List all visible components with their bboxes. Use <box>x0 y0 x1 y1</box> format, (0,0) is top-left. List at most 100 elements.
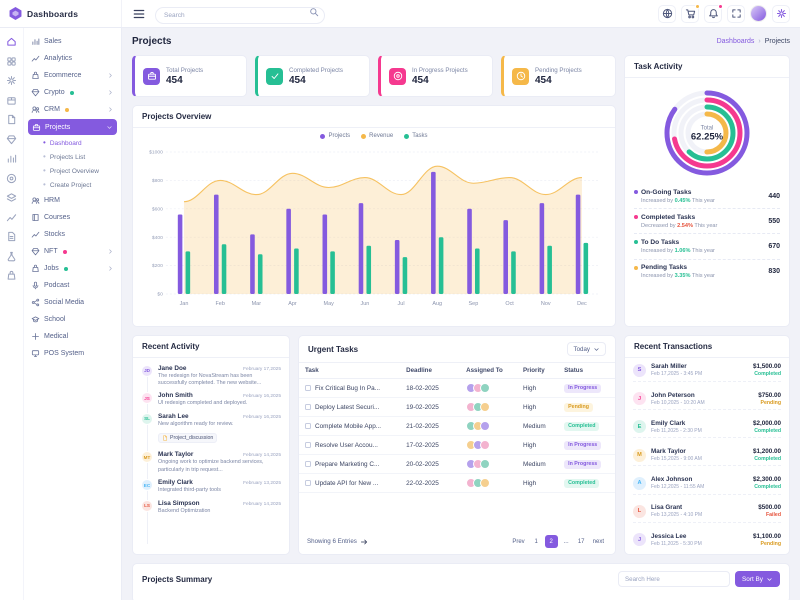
task-checkbox[interactable] <box>305 385 311 391</box>
task-checkbox[interactable] <box>305 404 311 410</box>
sidebar-item-medical[interactable]: Medical <box>24 328 121 345</box>
rail-home-icon[interactable] <box>6 36 17 47</box>
rail-doc-icon[interactable] <box>6 231 17 242</box>
summary-search-input[interactable] <box>618 571 731 587</box>
sidebar-item-analytics[interactable]: Analytics <box>24 50 121 67</box>
activity-item-mark-taylor[interactable]: MT Mark Taylor February 14,2025 Ongoing wor… <box>141 449 281 477</box>
sidebar-item-stocks[interactable]: Stocks <box>24 226 121 243</box>
showing-entries[interactable]: Showing 6 Entries <box>307 538 368 546</box>
sidebar-subitem-dashboard[interactable]: • Dashboard <box>24 136 121 150</box>
sidebar-item-sales[interactable]: Sales <box>24 33 121 50</box>
task-checkbox[interactable] <box>305 461 311 467</box>
activity-item-sarah-lee[interactable]: SL Sarah Lee February 16,2025 New algorithm… <box>141 410 281 448</box>
search-input[interactable] <box>155 6 325 24</box>
sidebar-item-social-media[interactable]: Social Media <box>24 294 121 311</box>
page-next[interactable]: next <box>592 538 604 545</box>
breadcrumb-dashboards[interactable]: Dashboards <box>716 38 755 45</box>
settings-button[interactable] <box>772 4 790 23</box>
task-checkbox[interactable] <box>305 442 311 448</box>
sort-by-button[interactable]: Sort By <box>735 571 780 587</box>
transaction-status: Failed <box>766 512 781 519</box>
brand[interactable]: Dashboards <box>0 0 122 27</box>
rail-line-chart-icon[interactable] <box>6 212 17 223</box>
rail-layers-icon[interactable] <box>6 192 17 203</box>
sidebar-subitem-project-overview[interactable]: • Project Overview <box>24 164 121 178</box>
breadcrumb-separator: › <box>758 38 761 45</box>
task-deadline: 18-02-2025 <box>400 378 461 398</box>
task-row[interactable]: Deploy Latest Securi... 19-02-2025 High Pen… <box>299 397 615 417</box>
today-filter-button[interactable]: Today <box>567 342 606 356</box>
user-avatar[interactable] <box>750 5 767 22</box>
assignee-group <box>466 459 511 469</box>
page-2[interactable]: 2 <box>544 535 558 548</box>
activity-item-lisa-simpson[interactable]: LS Lisa Simpson February 14,2025 Backend Op… <box>141 497 281 517</box>
transaction-row-jessica-lee[interactable]: J Jessica Lee Feb 11,2025 - 5:30 PM $1,100.… <box>633 529 781 550</box>
sidebar-toggle-button[interactable] <box>132 7 146 21</box>
transaction-row-sarah-miller[interactable]: S Sarah Miller Feb 17,2025 - 3:45 PM $1,500… <box>633 360 781 382</box>
rail-file-icon[interactable] <box>6 114 17 125</box>
task-row[interactable]: Resolve User Accou... 17-02-2025 High In Pr… <box>299 435 615 455</box>
transaction-date: Feb 17,2025 - 3:45 PM <box>651 371 703 378</box>
activity-item-emily-clark[interactable]: EC Emily Clark February 13,2025 Integrated … <box>141 477 281 497</box>
app-logo-icon <box>9 7 22 20</box>
transaction-row-alex-johnson[interactable]: A Alex Johnson Feb 12,2025 - 11:55 AM $2,30… <box>633 473 781 495</box>
check-icon <box>266 67 283 85</box>
page-1[interactable]: 1 <box>534 538 538 545</box>
activity-item-john-smith[interactable]: JS John Smith February 16,2025 UI redesign … <box>141 390 281 410</box>
task-checkbox[interactable] <box>305 423 311 429</box>
rail-flask-icon[interactable] <box>6 251 17 262</box>
rail-box-icon[interactable] <box>6 95 17 106</box>
transaction-row-mark-taylor[interactable]: M Mark Taylor Feb 15,2025 - 9:00 AM $1,200.… <box>633 445 781 467</box>
task-activity-value: 440 <box>768 192 780 200</box>
assignee-group <box>466 402 511 412</box>
bell-button[interactable] <box>704 3 723 23</box>
cart-button[interactable] <box>681 3 700 23</box>
transaction-amount: $750.00 <box>758 391 781 399</box>
expand-button[interactable] <box>727 4 745 23</box>
search-icon[interactable] <box>309 7 319 17</box>
activity-user-name: John Smith <box>158 392 193 400</box>
sidebar-item-hrm[interactable]: HRM <box>24 192 121 209</box>
task-row[interactable]: Update API for New ... 22-02-2025 High Comp… <box>299 473 615 493</box>
task-row[interactable]: Fix Critical Bug In Pa... 18-02-2025 High I… <box>299 378 615 398</box>
task-row[interactable]: Complete Mobile App... 21-02-2025 Medium Co… <box>299 416 615 436</box>
sidebar-item-podcast[interactable]: Podcast <box>24 277 121 294</box>
page-prev[interactable]: Prev <box>512 538 525 545</box>
sidebar-item-label: Stocks <box>44 231 66 238</box>
page-17[interactable]: 17 <box>577 538 585 545</box>
rail-target-icon[interactable] <box>6 173 17 184</box>
transaction-row-lisa-grant[interactable]: L Lisa Grant Feb 13,2025 - 4:10 PM $500.00 F… <box>633 501 781 523</box>
sidebar-item-crypto[interactable]: Crypto <box>24 84 121 101</box>
sidebar-item-projects[interactable]: Projects <box>28 119 117 135</box>
transaction-row-john-peterson[interactable]: J John Peterson Feb 10,2025 - 10:20 AM $750… <box>633 388 781 410</box>
task-priority: High <box>517 435 559 455</box>
legend-projects[interactable]: Projects <box>320 133 350 139</box>
legend-revenue[interactable]: Revenue <box>361 133 393 139</box>
sidebar-item-school[interactable]: School <box>24 311 121 328</box>
chevron-right-icon <box>107 248 114 255</box>
sidebar-item-label: Jobs <box>44 265 59 272</box>
rail-gem-icon[interactable] <box>6 134 17 145</box>
activity-attachment[interactable]: Project_discussion <box>158 433 218 444</box>
sidebar-item-pos-system[interactable]: POS System <box>24 345 121 362</box>
sidebar-item-nft[interactable]: NFT <box>24 243 121 260</box>
bell-icon <box>708 8 719 19</box>
task-row[interactable]: Prepare Marketing C... 20-02-2025 Medium In… <box>299 454 615 474</box>
sidebar-subitem-projects-list[interactable]: • Projects List <box>24 150 121 164</box>
sidebar-item-courses[interactable]: Courses <box>24 209 121 226</box>
sidebar-item-ecommerce[interactable]: Ecommerce <box>24 67 121 84</box>
legend-tasks[interactable]: Tasks <box>404 133 428 139</box>
sidebar-item-crm[interactable]: CRM <box>24 101 121 118</box>
sidebar-item-jobs[interactable]: Jobs <box>24 260 121 277</box>
rail-bar-chart-icon[interactable] <box>6 153 17 164</box>
transaction-row-emily-clark[interactable]: E Emily Clark Feb 11,2025 - 2:30 PM $2,000.… <box>633 416 781 439</box>
rail-gear-icon[interactable] <box>6 75 17 86</box>
sidebar-subitem-create-project[interactable]: • Create Project <box>24 178 121 192</box>
globe-button[interactable] <box>658 4 676 23</box>
rail-bag-icon[interactable] <box>6 270 17 281</box>
activity-item-jane-doe[interactable]: JD Jane Doe February 17,2025 The redesign f… <box>141 362 281 390</box>
bullet-icon: • <box>43 166 46 175</box>
task-checkbox[interactable] <box>305 480 311 486</box>
rail-apps-icon[interactable] <box>6 56 17 67</box>
legend-label: Revenue <box>369 133 394 139</box>
